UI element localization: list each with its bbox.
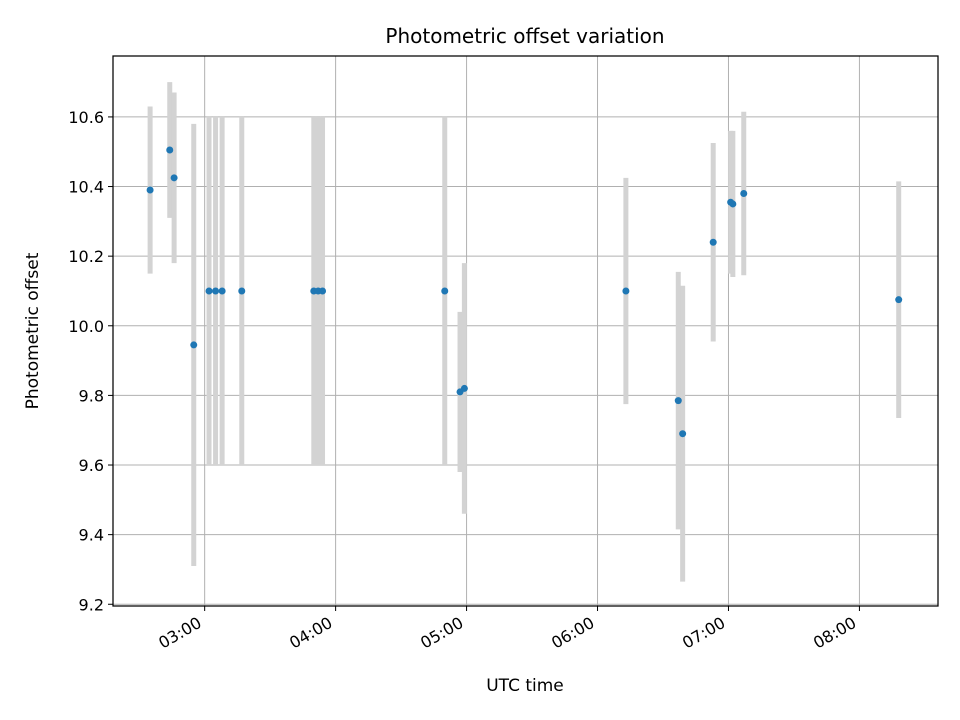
data-point [166,146,174,154]
data-point [729,200,737,208]
data-point [319,287,327,295]
data-point [441,287,449,295]
grid [113,56,938,606]
chart-title: Photometric offset variation [385,24,664,48]
y-tick-label: 9.4 [79,526,104,545]
data-point [218,287,226,295]
data-point [709,238,717,246]
y-tick-label: 9.8 [79,386,104,405]
data-point [212,287,220,295]
data-point [146,186,154,194]
y-tick-label: 9.2 [79,595,104,614]
data-point [205,287,213,295]
data-point [674,397,682,405]
y-tick-label: 10.2 [68,247,104,266]
data-point [740,190,748,197]
plot-frame [112,55,939,607]
y-tick-label: 9.6 [79,456,104,475]
data-point [895,296,903,304]
x-axis-title: UTC time [486,676,564,696]
y-tick-label: 10.0 [68,317,104,336]
data-point [238,287,246,295]
data-points [146,146,903,438]
y-axis-ticks: 9.2 9.4 9.6 9.8 10.0 10.2 10.4 10.6 [68,108,113,614]
data-point [190,341,198,349]
y-tick-label: 10.4 [68,178,104,197]
data-point [170,174,178,182]
data-point [679,430,687,438]
data-point [460,384,468,392]
data-point [622,287,630,295]
y-axis-title: Photometric offset [23,252,43,409]
y-tick-label: 10.6 [68,108,104,127]
